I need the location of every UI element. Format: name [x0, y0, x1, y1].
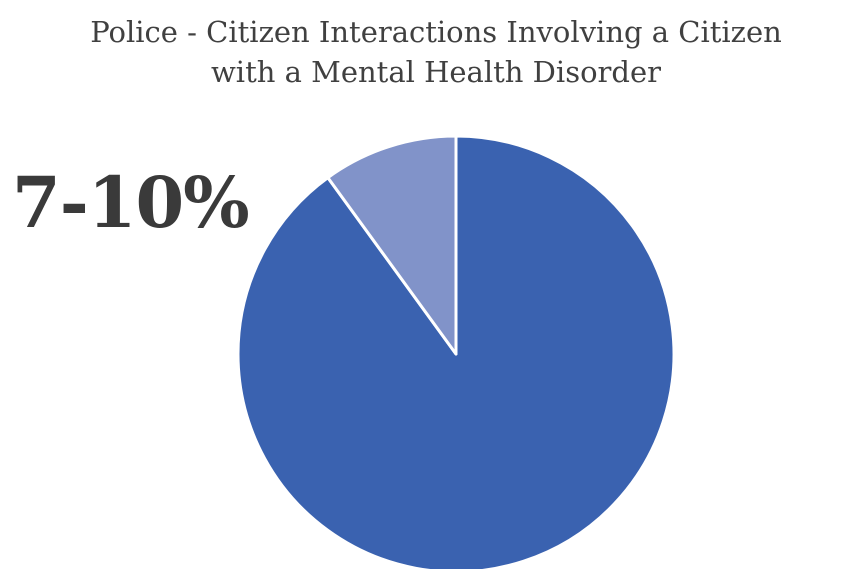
- chart-title-line-1: Police - Citizen Interactions Involving …: [90, 15, 782, 49]
- slice-callout-label: 7-10%: [12, 161, 250, 244]
- chart-title-line-2: with a Mental Health Disorder: [210, 55, 661, 89]
- pie-slice-2: [326, 134, 458, 356]
- chart-title: Police - Citizen Interactions Involving …: [20, 12, 852, 92]
- pie-slices: [236, 134, 676, 569]
- pie-slice-1: [236, 134, 676, 569]
